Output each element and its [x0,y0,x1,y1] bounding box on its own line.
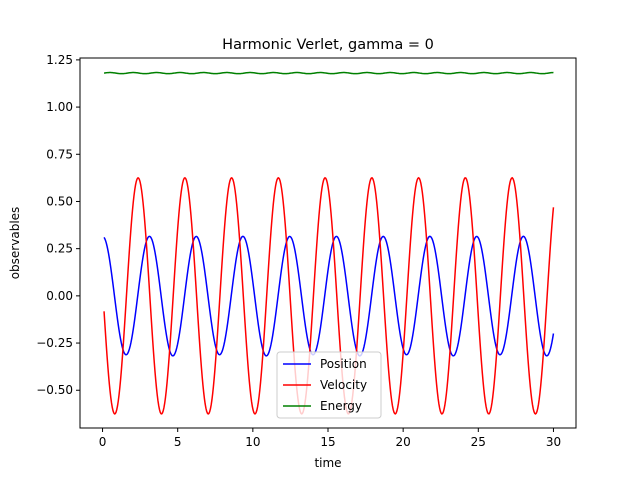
x-tick-label: 25 [471,435,486,449]
y-tick-label: 0.75 [46,147,73,161]
x-tick-label: 10 [245,435,260,449]
y-tick-label: 0.50 [46,194,73,208]
x-axis: 0 5 10 15 20 25 30 [99,428,561,449]
x-axis-label: time [314,456,341,470]
y-tick-label: 0.00 [46,289,73,303]
series-line-velocity [103,176,555,415]
y-tick-label: −0.25 [36,336,73,350]
x-tick-label: 15 [320,435,335,449]
legend-label-velocity: Velocity [320,378,367,392]
series-layer [103,71,555,415]
legend-label-position: Position [320,357,367,371]
series-line-energy [103,71,554,75]
y-axis: −0.50 −0.25 0.00 0.25 0.50 0.75 1.00 1.25 [36,53,80,397]
legend: Position Velocity Energy [276,351,382,419]
x-tick-label: 30 [546,435,561,449]
y-tick-label: 1.00 [46,100,73,114]
y-tick-label: −0.50 [36,383,73,397]
series-line-position [103,235,555,357]
y-tick-label: 1.25 [46,53,73,67]
x-tick-label: 5 [174,435,182,449]
y-tick-label: 0.25 [46,242,73,256]
x-tick-label: 0 [99,435,107,449]
legend-label-energy: Energy [320,399,362,413]
legend-box [276,351,382,419]
y-axis-label: observables [8,207,22,280]
chart-title: Harmonic Verlet, gamma = 0 [222,37,434,53]
x-tick-label: 20 [396,435,411,449]
